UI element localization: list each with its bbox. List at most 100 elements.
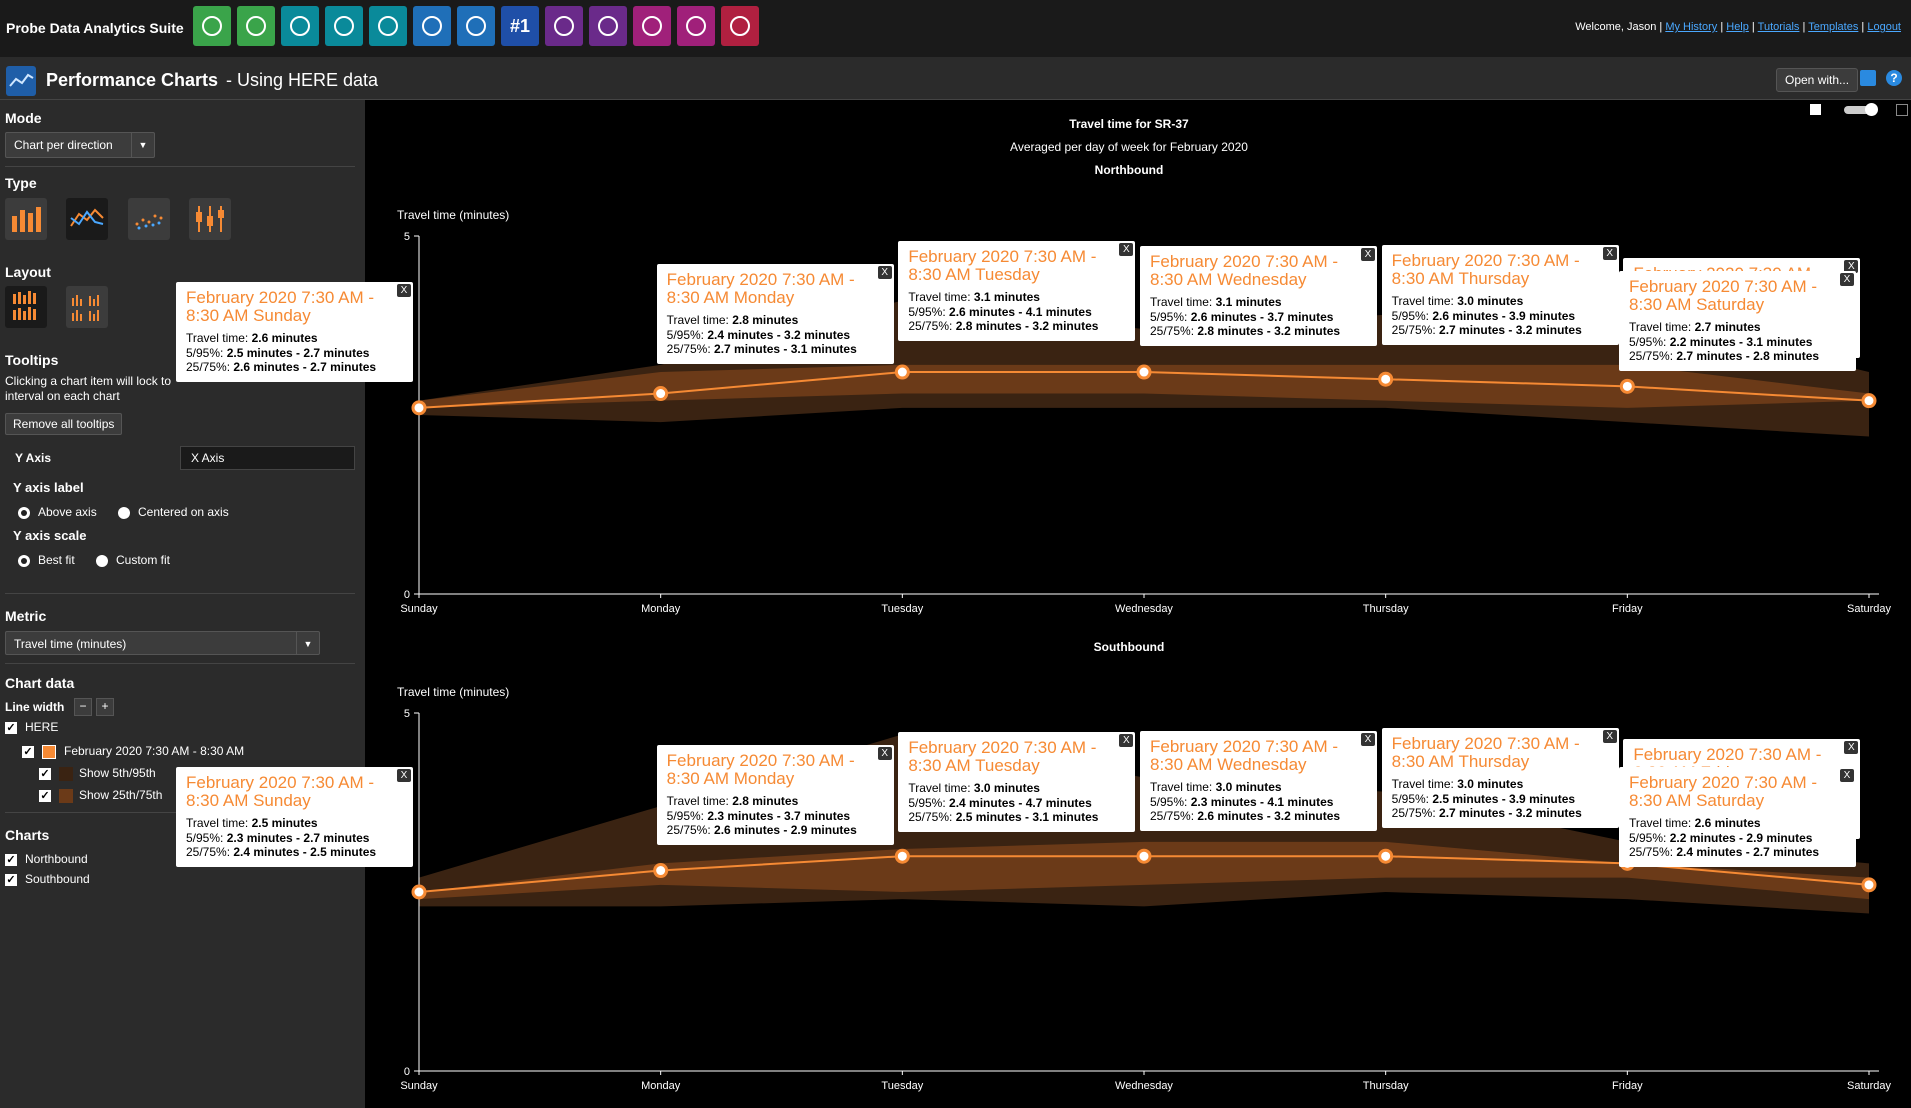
y-axis-label: Travel time (minutes) xyxy=(397,685,509,699)
sidebar: Mode Chart per direction ▼ Type Layout T… xyxy=(0,100,365,1108)
series-checkbox[interactable]: ✓ February 2020 7:30 AM - 8:30 AM xyxy=(22,744,245,759)
tooltip-title: February 2020 7:30 AM - 8:30 AM Tuesday xyxy=(908,247,1097,284)
line-chart-icon[interactable] xyxy=(413,6,451,46)
remove-all-tooltips-button[interactable]: Remove all tooltips xyxy=(5,413,123,435)
tooltips-description: Clicking a chart item will lock to xyxy=(5,374,172,388)
data-point xyxy=(1378,848,1394,864)
scatter-icon[interactable] xyxy=(633,6,671,46)
x-tick-label: Monday xyxy=(641,603,681,615)
radio-above-axis[interactable]: Above axis xyxy=(18,505,97,519)
data-point xyxy=(894,364,910,380)
series-color-swatch[interactable] xyxy=(42,744,56,759)
close-tooltip-button[interactable]: X xyxy=(877,266,892,279)
radio-centered-on-axis[interactable]: Centered on axis xyxy=(118,505,229,519)
mode-select[interactable]: Chart per direction ▼ xyxy=(5,132,155,158)
southbound-checkbox[interactable]: ✓ Southbound xyxy=(5,872,90,886)
close-tooltip-button[interactable]: X xyxy=(397,769,411,782)
ranking-icon[interactable]: #1 xyxy=(501,6,539,46)
box-chart-type-button[interactable] xyxy=(189,198,231,240)
form-icon[interactable] xyxy=(589,6,627,46)
tooltip-title: February 2020 7:30 AM - 8:30 AM Monday xyxy=(666,270,855,307)
metric-label: Metric xyxy=(5,608,47,624)
show-25th-75th-checkbox[interactable]: ✓ Show 25th/75th xyxy=(39,788,163,803)
chart-svg: Travel time for SR-37 Averaged per day of… xyxy=(397,117,1892,1092)
line-chart-icon xyxy=(70,208,104,227)
check-icon: ✓ xyxy=(39,767,51,780)
bars-map-icon[interactable] xyxy=(281,6,319,46)
radio-icon[interactable] xyxy=(118,506,130,519)
tutorials-link[interactable]: Tutorials xyxy=(1757,21,1800,33)
help-link[interactable]: Help xyxy=(1726,21,1749,33)
radio-custom-fit[interactable]: Custom fit xyxy=(96,553,170,567)
tooltip-sunday: February 2020 7:30 AM - 8:30 AM Sunday Tr… xyxy=(176,282,413,382)
my-history-link[interactable]: My History xyxy=(1665,21,1718,33)
close-tooltip-button[interactable]: X xyxy=(1840,273,1854,286)
close-tooltip-button[interactable]: X xyxy=(1844,741,1859,754)
x-tick-label: Saturday xyxy=(1847,603,1892,615)
metric-select[interactable]: Travel time (minutes) ▼ xyxy=(5,631,320,655)
tooltip-title: February 2020 7:30 AM - 8:30 AM Monday xyxy=(666,751,855,788)
here-checkbox[interactable]: ✓ HERE xyxy=(5,720,59,734)
close-tooltip-button[interactable]: X xyxy=(1119,243,1134,256)
close-tooltip-button[interactable]: X xyxy=(1844,260,1859,273)
radio-selected-icon[interactable] xyxy=(18,554,30,567)
magnifier-icon[interactable] xyxy=(193,6,231,46)
tab-y-axis[interactable]: Y Axis xyxy=(5,446,177,470)
chevron-down-icon: ▼ xyxy=(296,632,319,654)
layout-grid-button[interactable] xyxy=(66,286,108,328)
close-tooltip-button[interactable]: X xyxy=(1840,769,1854,782)
y-axis-scale-title: Y axis scale xyxy=(13,528,87,543)
y-tick-label: 5 xyxy=(404,231,410,243)
tab-x-axis[interactable]: X Axis xyxy=(180,446,355,470)
logout-link[interactable]: Logout xyxy=(1867,21,1901,33)
line-width-decrease-button[interactable]: − xyxy=(74,698,92,716)
x-tick-label: Tuesday xyxy=(881,603,923,615)
single-view-icon[interactable] xyxy=(1810,104,1821,115)
clock-map-icon[interactable] xyxy=(721,6,759,46)
close-tooltip-button[interactable]: X xyxy=(1119,734,1134,747)
layout-stacked-button[interactable] xyxy=(5,286,47,328)
check-icon: ✓ xyxy=(5,873,17,886)
dollar-icon[interactable] xyxy=(545,6,583,46)
tooltip-wednesday: February 2020 7:30 AM - 8:30 AM Wednesda… xyxy=(1140,246,1377,346)
multi-view-icon[interactable] xyxy=(1896,104,1908,116)
download-arrow-icon[interactable] xyxy=(237,6,275,46)
tooltip-saturday: February 2020 7:30 AM - 8:30 AM Saturday… xyxy=(1619,767,1856,867)
play-map-icon[interactable] xyxy=(369,6,407,46)
close-tooltip-button[interactable]: X xyxy=(1361,248,1375,261)
close-tooltip-button[interactable]: X xyxy=(877,747,892,760)
close-tooltip-button[interactable]: X xyxy=(1602,247,1617,260)
toggle-switch[interactable] xyxy=(1844,103,1878,116)
chart-data-label: Chart data xyxy=(5,675,75,691)
road-icon[interactable] xyxy=(325,6,363,46)
radio-icon[interactable] xyxy=(96,554,108,567)
list-check-icon[interactable] xyxy=(677,6,715,46)
open-with-button[interactable]: Open with... xyxy=(1776,68,1859,92)
top-bar: Probe Data Analytics Suite #1 Welcome, J… xyxy=(0,0,1911,57)
tooltip-title: February 2020 7:30 AM - 8:30 AM Sunday xyxy=(186,288,375,325)
line-chart-type-button[interactable] xyxy=(66,198,108,240)
axis-tabs: Y Axis X Axis xyxy=(5,446,355,470)
radio-best-fit[interactable]: Best fit xyxy=(18,553,75,567)
close-tooltip-button[interactable]: X xyxy=(1602,730,1617,743)
data-point xyxy=(411,400,427,416)
save-icon[interactable] xyxy=(1860,70,1876,86)
tooltip-title: February 2020 7:30 AM - 8:30 AM Thursday xyxy=(1391,251,1580,288)
list-icon[interactable] xyxy=(457,6,495,46)
close-tooltip-button[interactable]: X xyxy=(397,284,411,297)
help-icon[interactable]: ? xyxy=(1886,70,1902,86)
x-tick-label: Friday xyxy=(1612,1080,1643,1092)
x-tick-label: Sunday xyxy=(400,1080,438,1092)
bar-chart-icon xyxy=(12,207,41,232)
line-width-increase-button[interactable]: + xyxy=(96,698,114,716)
templates-link[interactable]: Templates xyxy=(1808,21,1859,33)
bar-chart-type-button[interactable] xyxy=(5,198,47,240)
welcome-text: Welcome, Jason xyxy=(1575,21,1657,33)
line-width-label: Line width xyxy=(5,700,65,714)
show-5th-95th-checkbox[interactable]: ✓ Show 5th/95th xyxy=(39,766,156,781)
data-point xyxy=(1619,378,1635,394)
northbound-checkbox[interactable]: ✓ Northbound xyxy=(5,852,88,866)
scatter-chart-type-button[interactable] xyxy=(128,198,170,240)
close-tooltip-button[interactable]: X xyxy=(1361,733,1375,746)
radio-selected-icon[interactable] xyxy=(18,506,30,519)
